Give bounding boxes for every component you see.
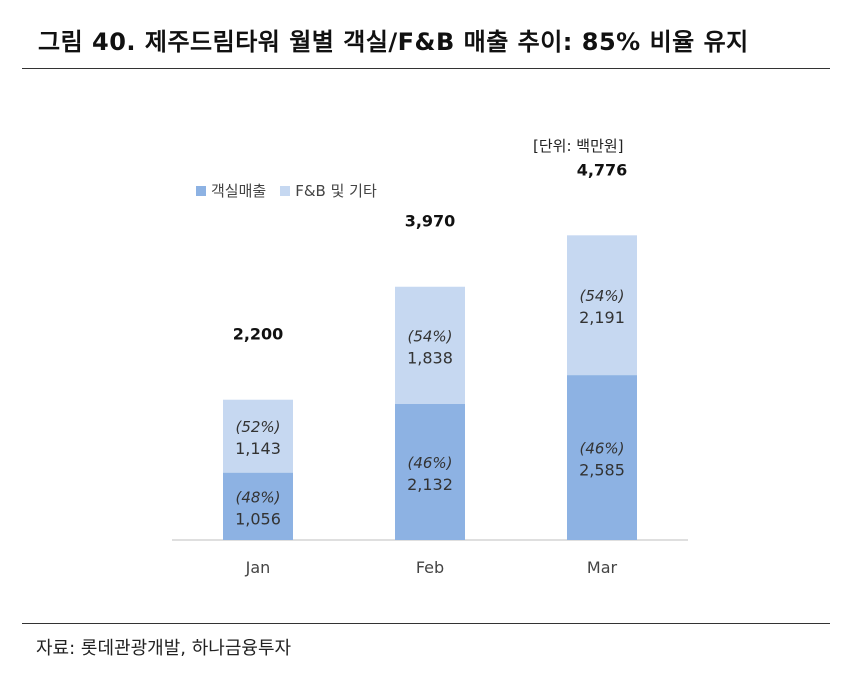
x-tick-label-mar: Mar <box>587 558 618 577</box>
share-label-fnb-feb: (54%) <box>407 327 452 345</box>
legend-item-fnb: F&B 및 기타 <box>280 180 377 201</box>
bar-fnb-jan <box>223 399 293 473</box>
value-label-fnb-mar: 2,191 <box>579 308 625 327</box>
legend-label-fnb: F&B 및 기타 <box>295 182 377 200</box>
value-label-rooms-mar: 2,585 <box>579 461 625 480</box>
bar-rooms-feb <box>395 403 465 540</box>
bar-rooms-jan <box>223 472 293 540</box>
share-label-rooms-jan: (48%) <box>235 488 280 506</box>
share-label-fnb-mar: (54%) <box>579 287 624 305</box>
footer-divider <box>22 623 830 624</box>
value-label-rooms-jan: 1,056 <box>235 509 281 528</box>
value-label-fnb-feb: 1,838 <box>407 348 453 367</box>
legend-item-rooms: 객실매출 <box>196 180 266 201</box>
share-label-fnb-jan: (52%) <box>235 418 280 436</box>
x-tick-label-feb: Feb <box>416 558 444 577</box>
title-divider <box>22 68 830 69</box>
bar-fnb-mar <box>567 235 637 376</box>
chart-legend: 객실매출 F&B 및 기타 <box>196 180 391 201</box>
share-label-rooms-mar: (46%) <box>579 440 624 458</box>
legend-swatch-fnb <box>280 185 291 196</box>
total-label-jan: 2,200 <box>233 325 284 344</box>
share-label-rooms-feb: (46%) <box>407 454 452 472</box>
source-note: 자료: 롯데관광개발, 하나금융투자 <box>36 638 292 659</box>
value-label-fnb-jan: 1,143 <box>235 439 281 458</box>
legend-swatch-rooms <box>196 185 206 196</box>
total-label-feb: 3,970 <box>405 212 456 231</box>
bar-rooms-mar <box>567 375 637 540</box>
total-label-mar: 4,776 <box>577 160 628 179</box>
legend-label-rooms: 객실매출 <box>211 182 267 200</box>
value-label-rooms-feb: 2,132 <box>407 475 453 494</box>
x-tick-label-jan: Jan <box>245 558 271 577</box>
bar-fnb-feb <box>395 286 465 404</box>
page-title: 그림 40. 제주드림타워 월별 객실/F&B 매출 추이: 85% 비율 유지 <box>38 28 749 56</box>
unit-label: [단위: 백만원] <box>533 137 624 155</box>
